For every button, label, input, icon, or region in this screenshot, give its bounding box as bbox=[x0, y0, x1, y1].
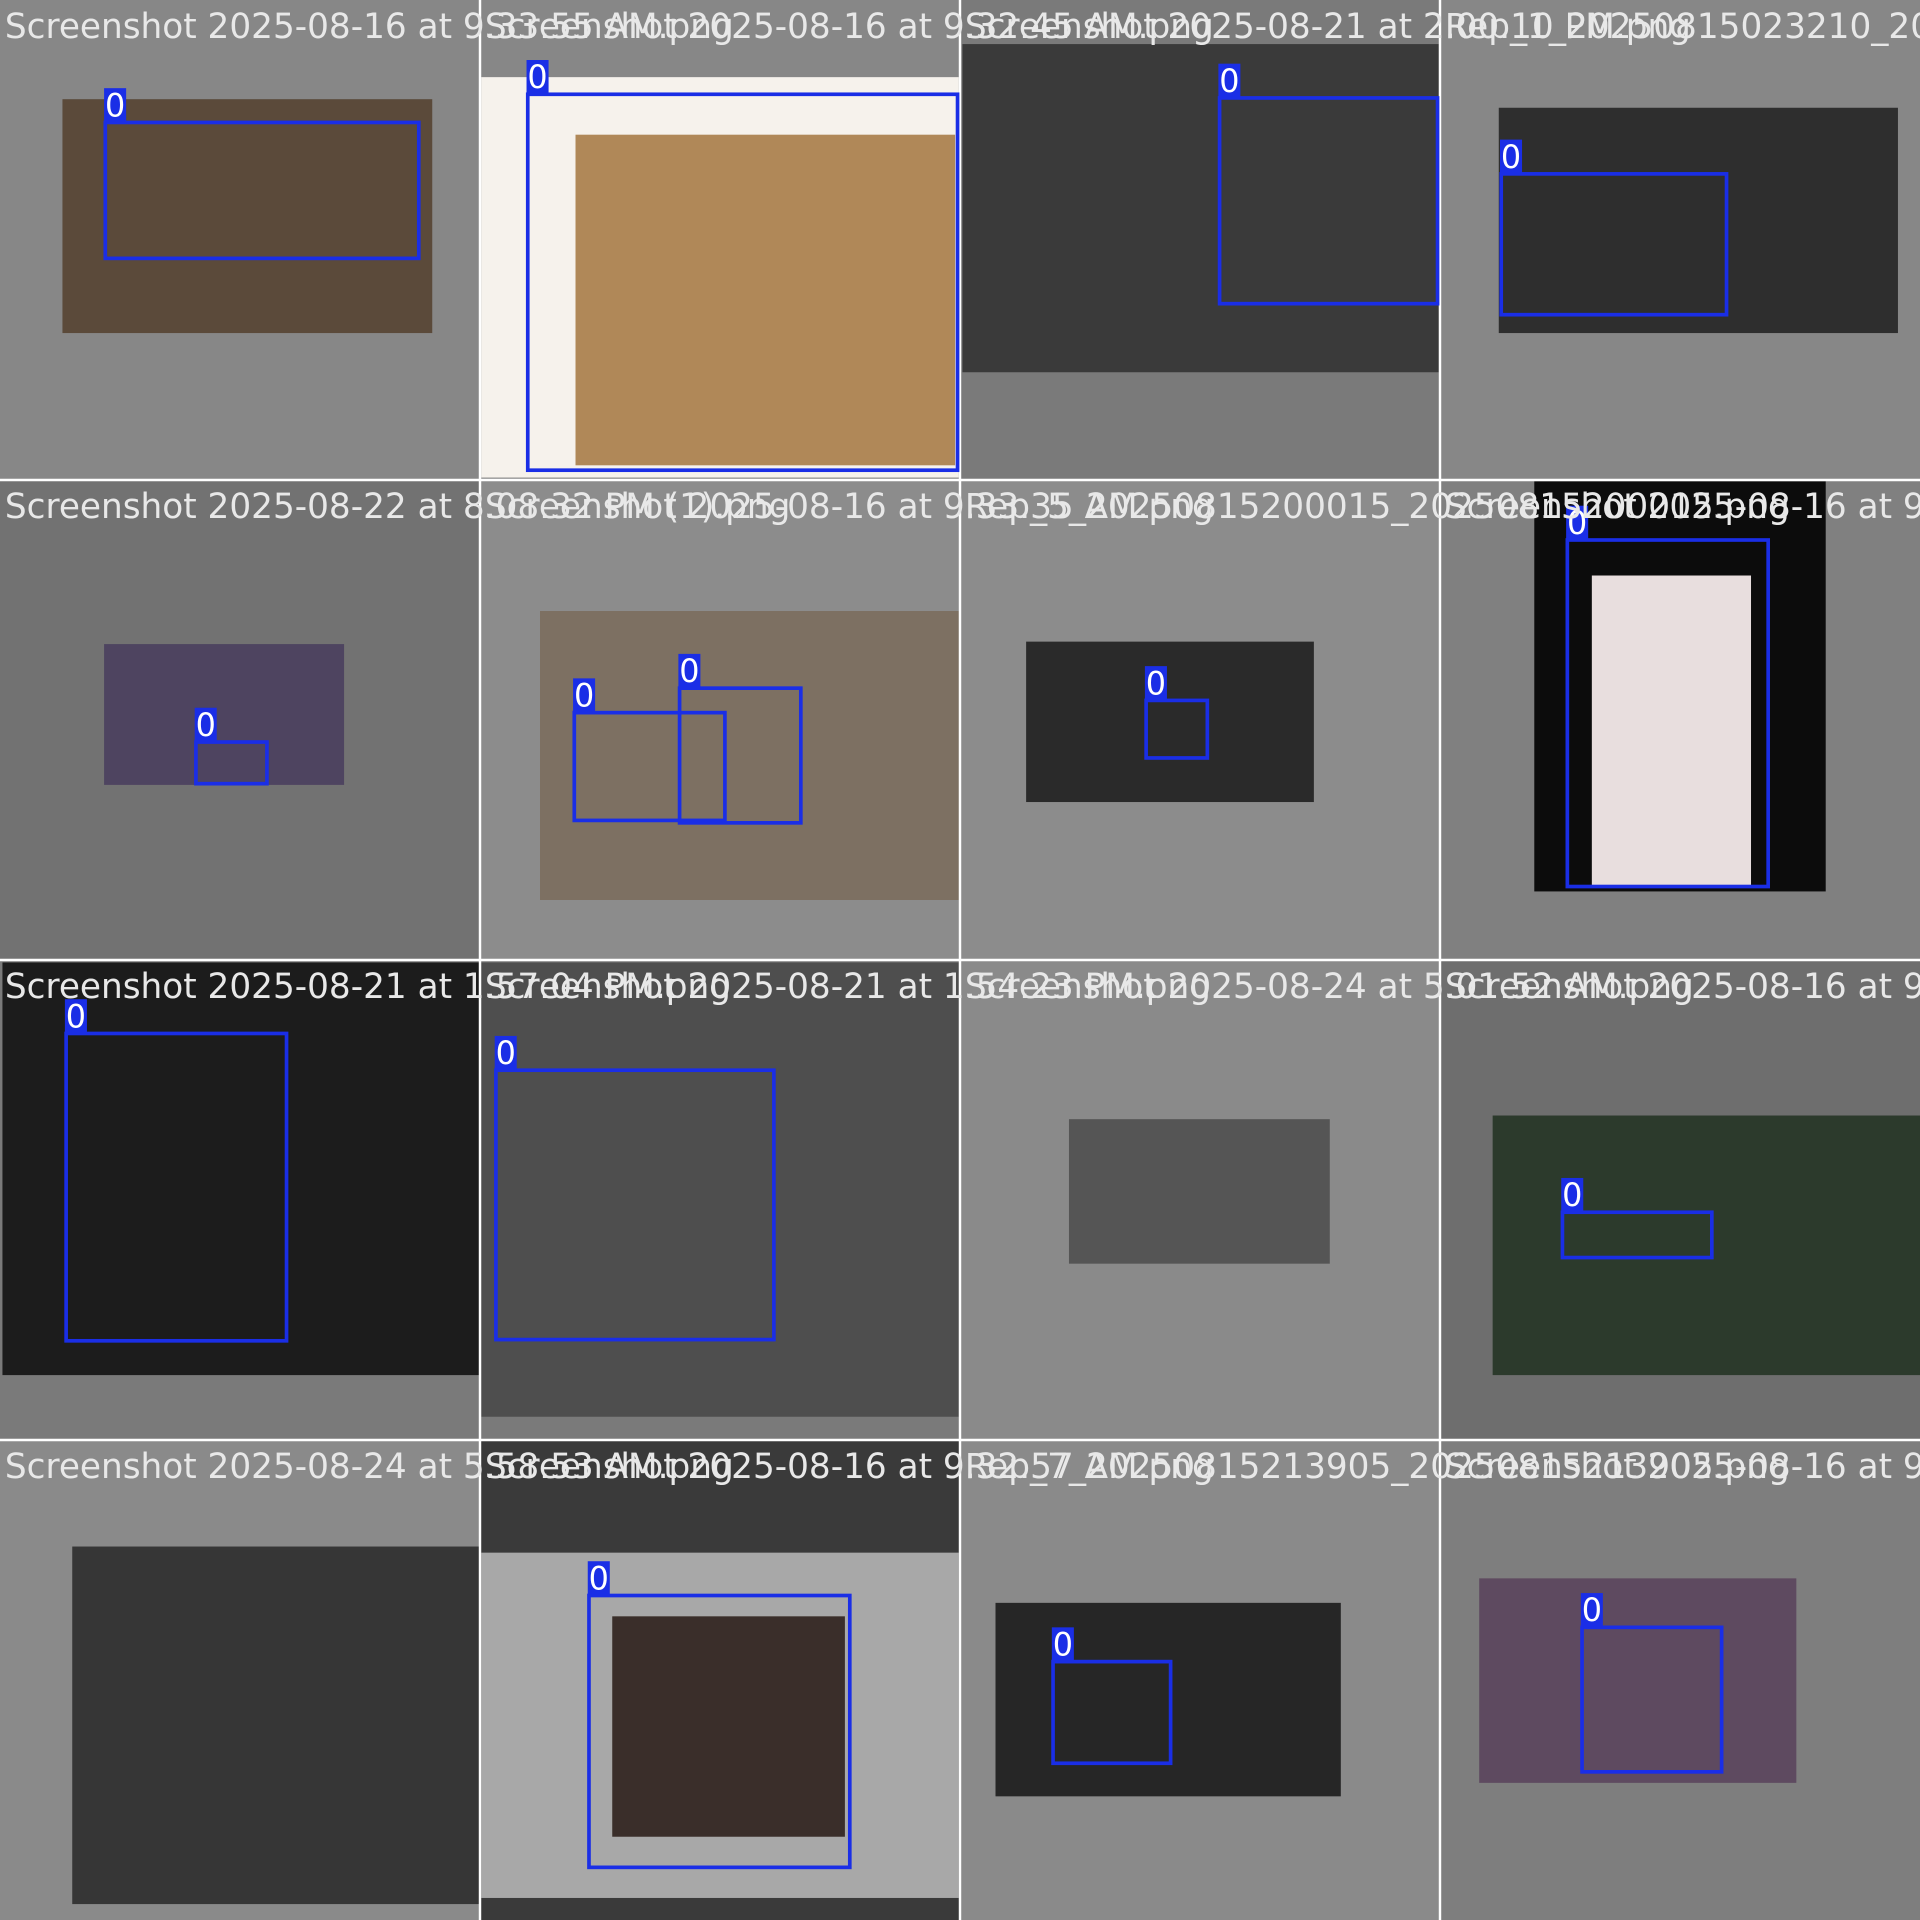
tile-image bbox=[575, 134, 956, 466]
class-label: 0 bbox=[1562, 1176, 1582, 1214]
class-label-bg bbox=[678, 653, 701, 689]
file-name: Screenshot 2025-08-24 at 5.58.53 AM.png bbox=[5, 1447, 734, 1487]
bounding-box bbox=[494, 1068, 776, 1342]
file-name: Screenshot 2025-08-16 at 9.33.35 AM.png bbox=[485, 487, 1214, 527]
file-name: Screenshot 2025-08-16 at 9 bbox=[1445, 1447, 1920, 1487]
tile-image bbox=[104, 644, 345, 785]
file-name: Screenshot 2025-08-16 at 9 bbox=[1445, 487, 1920, 527]
bounding-box bbox=[1051, 1659, 1173, 1766]
class-label: 0 bbox=[1567, 504, 1587, 542]
class-label: 0 bbox=[1146, 664, 1166, 702]
class-label-bg bbox=[1580, 1593, 1603, 1628]
class-label-bg bbox=[1500, 139, 1523, 174]
tile-image bbox=[62, 99, 433, 334]
class-label: 0 bbox=[105, 86, 125, 124]
tile-image bbox=[72, 1546, 480, 1905]
file-name: Screenshot 2025-08-22 at 8.08.32 PM (1).… bbox=[5, 487, 790, 527]
tile-image bbox=[1498, 107, 1898, 334]
class-label-bg bbox=[194, 707, 217, 743]
bounding-box bbox=[525, 92, 960, 473]
file-name: Rep_7_20250815213905_20250815213905.png bbox=[965, 1447, 1790, 1487]
class-label: 0 bbox=[1582, 1591, 1602, 1629]
tile-image bbox=[1068, 1119, 1330, 1264]
class-label-bg bbox=[1144, 666, 1167, 701]
bounding-box bbox=[194, 740, 269, 786]
file-name: Screenshot 2025-08-16 at 9.32.57 AM.png bbox=[485, 1447, 1214, 1487]
tile-image bbox=[1479, 1578, 1797, 1783]
class-label: 0 bbox=[496, 1034, 516, 1072]
class-label: 0 bbox=[1219, 62, 1239, 100]
bounding-box bbox=[572, 710, 727, 823]
class-label: 0 bbox=[1053, 1626, 1073, 1664]
class-label-bg bbox=[587, 1561, 610, 1596]
class-label-bg bbox=[526, 60, 549, 95]
tile-image bbox=[1492, 1115, 1920, 1376]
bounding-box bbox=[587, 1593, 852, 1870]
class-label-bg bbox=[573, 678, 596, 713]
class-label-bg bbox=[1561, 1177, 1584, 1213]
tile-image bbox=[962, 44, 1439, 373]
class-label: 0 bbox=[527, 58, 547, 96]
class-label: 0 bbox=[66, 997, 86, 1035]
bounding-box bbox=[64, 1031, 289, 1343]
class-label-bg bbox=[494, 1035, 517, 1071]
file-name: Screenshot 2025-08-21 at 1.57.04 PM.png bbox=[5, 967, 731, 1007]
bounding-box bbox=[1565, 538, 1770, 889]
class-label-bg bbox=[1051, 1627, 1074, 1662]
tile-image bbox=[612, 1616, 845, 1837]
bounding-box bbox=[677, 686, 803, 825]
file-name: Screenshot 2025-08-21 at 1.54.23 PM.png bbox=[485, 967, 1211, 1007]
bounding-box bbox=[1144, 698, 1210, 760]
file-name: Screenshot 2025-08-24 at 5.01.52 AM.png bbox=[965, 967, 1694, 1007]
class-label-bg bbox=[64, 999, 87, 1034]
bounding-box bbox=[1580, 1625, 1724, 1774]
file-name: Rep_5_20250815200015_20250815200015.png bbox=[965, 487, 1790, 527]
tile-image bbox=[1026, 641, 1314, 803]
class-label: 0 bbox=[196, 706, 216, 744]
tile-image bbox=[1591, 575, 1752, 888]
class-label-bg bbox=[1218, 63, 1241, 98]
class-label: 0 bbox=[574, 677, 594, 715]
tile-image bbox=[995, 1602, 1341, 1797]
file-name: Screenshot 2025-08-16 at 9 bbox=[1445, 967, 1920, 1007]
class-label-bg bbox=[1566, 505, 1589, 540]
class-label: 0 bbox=[679, 652, 699, 690]
file-name: Rep_1_20250815023210_2025 bbox=[1445, 7, 1920, 47]
bounding-box bbox=[103, 120, 421, 261]
file-name: Screenshot 2025-08-16 at 9.32.45 AM.png bbox=[485, 7, 1214, 47]
class-label-bg bbox=[104, 88, 127, 123]
file-name: Screenshot 2025-08-16 at 9.33.55 AM.png bbox=[5, 7, 734, 47]
class-label: 0 bbox=[589, 1559, 609, 1597]
bounding-box bbox=[1499, 172, 1729, 317]
class-label: 0 bbox=[1501, 138, 1521, 176]
file-name: Screenshot 2025-08-21 at 2.00.10 PM.png bbox=[965, 7, 1691, 47]
tile-image bbox=[481, 962, 959, 1417]
bounding-box bbox=[1217, 96, 1440, 306]
bounding-box bbox=[1560, 1210, 1714, 1260]
tile-image bbox=[540, 611, 959, 900]
